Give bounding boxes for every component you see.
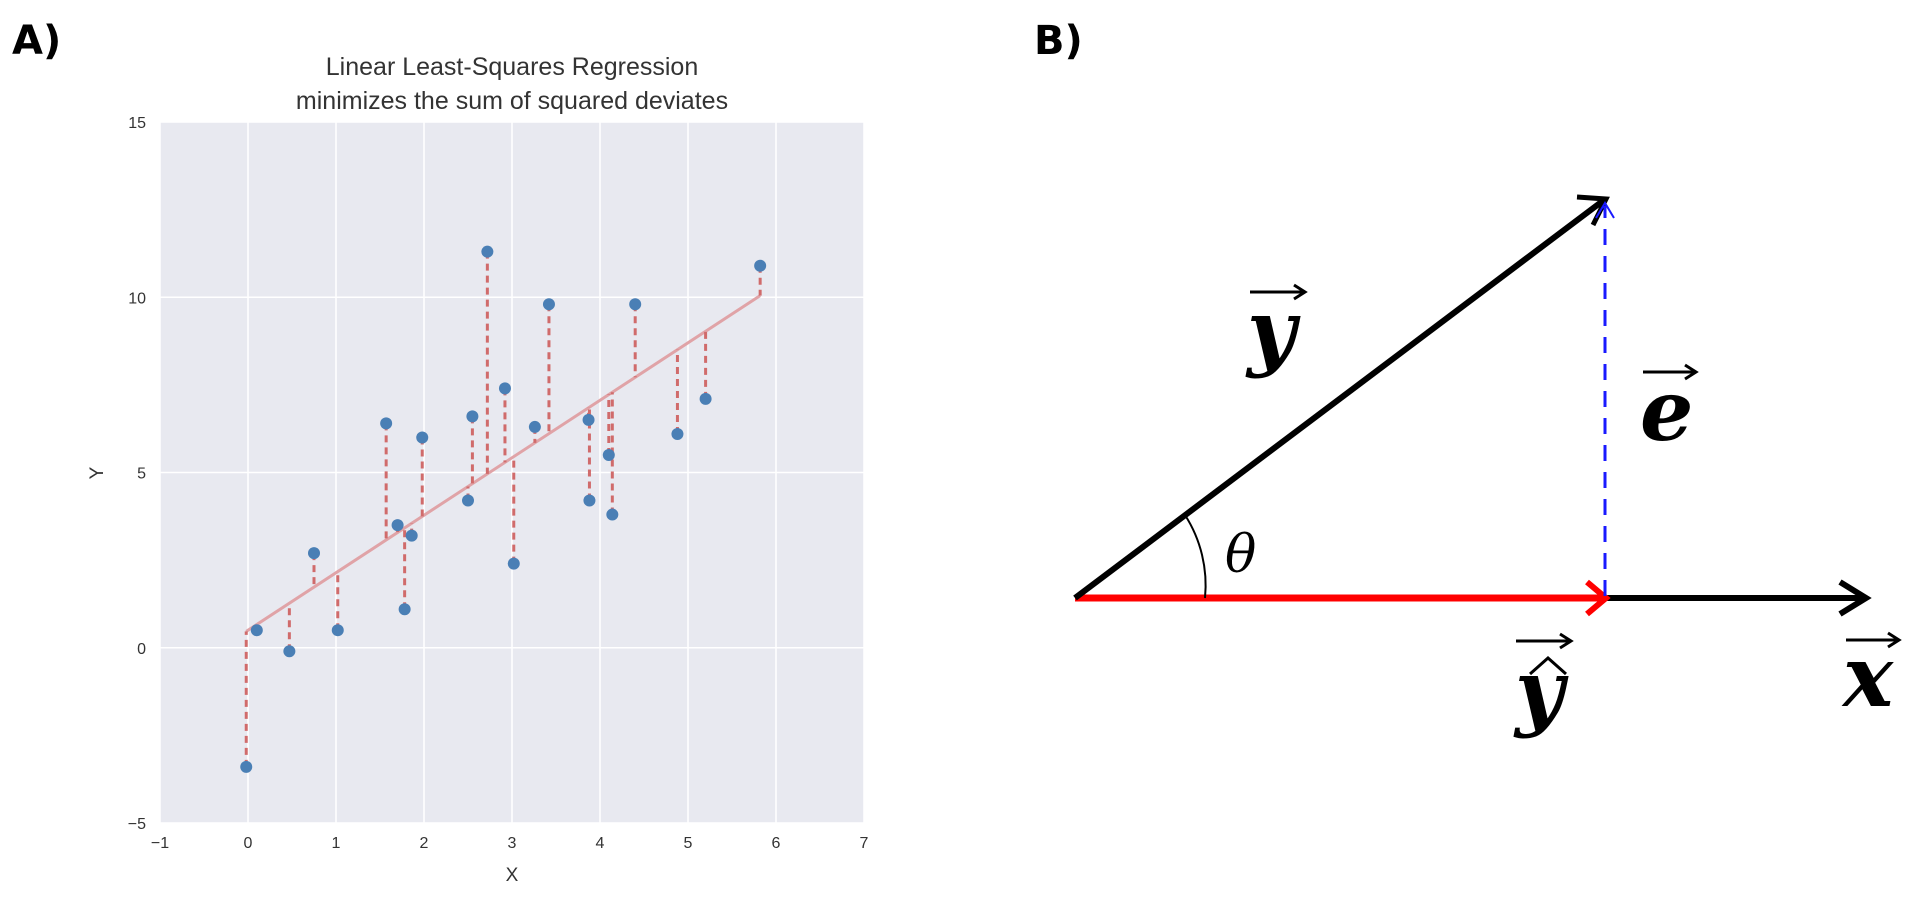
theta-label: θ	[1225, 525, 1256, 585]
y-tick-label: 0	[137, 641, 146, 658]
y-vector-label: y	[1245, 281, 1301, 380]
e-label-arrow-icon	[1643, 363, 1699, 381]
data-point	[391, 519, 404, 532]
x-tick-label: 7	[860, 835, 869, 852]
y-tick-label: 10	[128, 290, 146, 307]
yhat-vector-arrowhead	[1585, 579, 1611, 617]
x-tick-label: 0	[244, 835, 253, 852]
x-tick-label: −1	[151, 835, 169, 852]
x-vector-label: x	[1841, 627, 1894, 726]
data-points	[240, 245, 767, 773]
x-vector-arrowhead	[1838, 579, 1872, 617]
theta-arc	[1184, 514, 1207, 599]
data-point	[308, 547, 320, 560]
data-point	[405, 529, 418, 542]
data-point	[462, 494, 474, 507]
panel-b-label: B)	[1034, 18, 1083, 64]
x-label-arrow-icon	[1846, 631, 1902, 649]
yhat-label-hat-icon	[1529, 655, 1567, 676]
x-tick-label: 4	[596, 835, 605, 852]
y-tick-label: 5	[137, 466, 146, 483]
data-point	[699, 392, 712, 405]
data-point	[542, 298, 555, 311]
data-point	[671, 427, 684, 440]
x-tick-label: 2	[420, 835, 429, 852]
data-point	[398, 603, 411, 616]
data-point	[466, 410, 479, 423]
data-point	[754, 259, 767, 272]
x-tick-label: 1	[332, 835, 341, 852]
x-tick-label: 3	[508, 835, 517, 852]
data-point	[528, 420, 541, 433]
chart-title-line-2: minimizes the sum of squared deviates	[296, 87, 728, 115]
fit-line	[245, 294, 761, 633]
y-vector-line	[1073, 197, 1606, 601]
data-point	[582, 413, 595, 426]
yhat-label-arrow-icon	[1516, 632, 1574, 650]
panel-a-label: A)	[12, 18, 62, 64]
tick-labels: −1 0 1 2 3 4 5 6 7 −5 0 5 10 15	[128, 115, 869, 852]
yhat-vector-label: y	[1513, 641, 1569, 740]
x-axis-label: X	[506, 865, 519, 886]
e-vector-arrowhead	[1595, 201, 1615, 219]
data-point	[606, 508, 619, 521]
data-point	[416, 431, 429, 444]
y-label-arrow-icon	[1250, 283, 1308, 301]
x-tick-label: 5	[684, 835, 693, 852]
data-point	[250, 624, 263, 637]
y-axis-label: Y	[87, 466, 108, 479]
data-point	[602, 448, 615, 461]
chart-title-line-1: Linear Least-Squares Regression	[326, 53, 698, 81]
data-point	[498, 382, 511, 395]
data-point	[380, 417, 393, 430]
y-tick-label: 15	[128, 115, 146, 132]
data-point	[283, 645, 296, 658]
e-vector-label: e	[1640, 361, 1693, 460]
data-point	[331, 624, 344, 637]
x-tick-label: 6	[772, 835, 781, 852]
y-tick-label: −5	[128, 816, 146, 833]
data-point	[583, 494, 596, 507]
data-point	[507, 557, 520, 570]
fit-line-layer	[245, 294, 761, 633]
grid-lines	[159, 121, 865, 824]
data-point	[481, 245, 494, 258]
data-point	[629, 298, 642, 311]
data-point	[240, 760, 253, 773]
